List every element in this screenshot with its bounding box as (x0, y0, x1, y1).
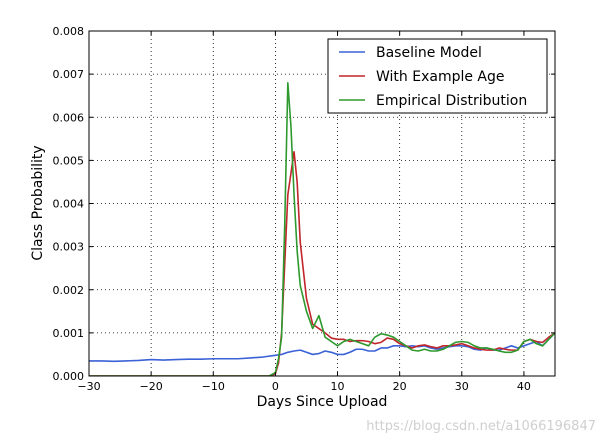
x-axis-label: Days Since Upload (257, 394, 388, 410)
y-tick-label: 0.003 (53, 241, 85, 254)
x-tick-label: 40 (517, 380, 531, 393)
x-tick-label: 10 (331, 380, 345, 393)
legend: Baseline Model With Example Age Empirical … (327, 38, 548, 114)
axis-ticks: −30 −20 −10 0 10 20 30 40 0.000 0.001 0.002 0.003 0.… (53, 25, 555, 393)
y-tick-label: 0.002 (53, 284, 85, 297)
watermark-text: https://blog.csdn.net/a1066196847 (366, 419, 596, 434)
y-axis-label: Class Probability (30, 145, 46, 260)
legend-label-with-example-age: With Example Age (376, 69, 505, 85)
x-tick-label: −30 (77, 380, 100, 393)
y-tick-label: 0.006 (53, 111, 85, 124)
y-tick-label: 0.000 (53, 370, 85, 383)
y-tick-label: 0.005 (53, 154, 85, 167)
series-line-with-example-age (89, 150, 555, 376)
series-line-empirical-distribution (89, 81, 555, 376)
y-tick-label: 0.008 (53, 25, 85, 38)
x-tick-label: −10 (202, 380, 225, 393)
x-tick-label: 30 (455, 380, 469, 393)
legend-label-baseline-model: Baseline Model (376, 45, 482, 61)
legend-label-empirical-distribution: Empirical Distribution (376, 93, 527, 109)
y-tick-label: 0.004 (53, 198, 85, 211)
x-tick-label: 0 (272, 380, 279, 393)
x-tick-label: 20 (393, 380, 407, 393)
x-tick-label: −20 (140, 380, 163, 393)
y-tick-label: 0.001 (53, 327, 85, 340)
series-lines (89, 81, 555, 376)
y-tick-label: 0.007 (53, 68, 85, 81)
